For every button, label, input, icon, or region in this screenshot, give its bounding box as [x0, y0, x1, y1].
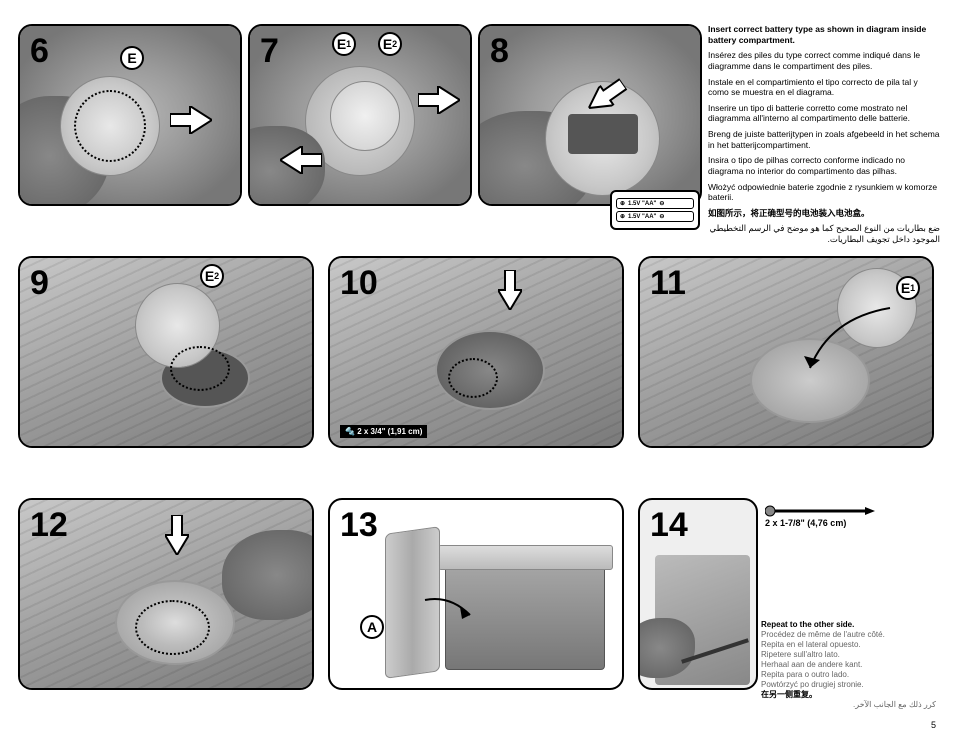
- arrow-left-icon: [280, 146, 322, 174]
- battery-diagram: ⊕1.5V "AA"⊖ ⊕1.5V "AA"⊖: [610, 190, 700, 230]
- dotted-path: [170, 346, 230, 391]
- step-number: 8: [490, 32, 509, 71]
- step-number: 14: [650, 506, 688, 545]
- step-number: 11: [650, 264, 686, 303]
- instr-pl: Włożyć odpowiednie baterie zgodnie z rys…: [708, 182, 940, 203]
- repeat-it: Ripetere sull'altro lato.: [761, 650, 936, 660]
- instr-fr: Insérez des piles du type correct comme …: [708, 50, 940, 71]
- step-number: 7: [260, 32, 279, 71]
- instr-pt: Insira o tipo de pilhas correcto conform…: [708, 155, 940, 176]
- dotted-guide: [135, 600, 210, 655]
- repeat-en: Repeat to the other side.: [761, 620, 936, 630]
- step-number: 12: [30, 506, 68, 545]
- step-11-panel: 11 E1: [638, 256, 934, 448]
- arrow-right-icon: [170, 106, 212, 134]
- repeat-pt: Repita para o outro lado.: [761, 670, 936, 680]
- battery-row-2: ⊕1.5V "AA"⊖: [616, 211, 694, 222]
- step-number: 10: [340, 264, 378, 303]
- repeat-zh: 在另一侧重复。: [761, 690, 936, 700]
- repeat-es: Repita en el lateral opuesto.: [761, 640, 936, 650]
- label-e2: E2: [378, 32, 402, 56]
- label-e: E: [120, 46, 144, 70]
- repeat-instructions: Repeat to the other side. Procédez de mê…: [761, 620, 936, 710]
- label-e2: E2: [200, 264, 224, 288]
- battery-slot: [568, 114, 638, 154]
- attach-arrow-icon: [420, 595, 480, 625]
- kitchen-top: [438, 545, 613, 570]
- step-6-panel: 6 E: [18, 24, 242, 206]
- disc-front: [330, 81, 400, 151]
- label-e1: E1: [332, 32, 356, 56]
- dotted-guide: [74, 90, 146, 162]
- instr-ar: ضع بطاريات من النوع الصحيح كما هو موضح ف…: [708, 223, 940, 244]
- repeat-ar: كرر ذلك مع الجانب الآخر.: [761, 700, 936, 710]
- curve-arrow-icon: [780, 298, 900, 388]
- screw-icon: 🔩: [345, 427, 355, 436]
- label-a: A: [360, 615, 384, 639]
- step-7-panel: 7 E1 E2: [248, 24, 472, 206]
- step-14-screw-info: 2 x 1-7/8" (4,76 cm): [765, 504, 875, 528]
- screw-spec: 🔩 2 x 3/4" (1,91 cm): [340, 425, 427, 438]
- repeat-pl: Powtórzyć po drugiej stronie.: [761, 680, 936, 690]
- instr-zh: 如图所示，将正确型号的电池装入电池盒。: [708, 208, 940, 219]
- page-number: 5: [931, 720, 936, 730]
- instr-en: Insert correct battery type as shown in …: [708, 24, 940, 45]
- dotted-guide: [448, 358, 498, 398]
- step-13-panel: 13 A: [328, 498, 624, 690]
- step-8-panel: 8: [478, 24, 702, 206]
- step-9-panel: 9 E2: [18, 256, 314, 448]
- step-number: 9: [30, 264, 49, 303]
- step-14-panel: 14: [638, 498, 758, 690]
- instructions-block: Insert correct battery type as shown in …: [708, 24, 940, 250]
- battery-row-1: ⊕1.5V "AA"⊖: [616, 198, 694, 209]
- screw-icon: [765, 504, 875, 518]
- label-e1: E1: [896, 276, 920, 300]
- instr-nl: Breng de juiste batterijtypen in zoals a…: [708, 129, 940, 150]
- instr-es: Instale en el compartimiento el tipo cor…: [708, 77, 940, 98]
- repeat-nl: Herhaal aan de andere kant.: [761, 660, 936, 670]
- step-number: 6: [30, 32, 49, 71]
- step-number: 13: [340, 506, 378, 545]
- arrow-right-icon: [418, 86, 460, 114]
- step-12-panel: 12: [18, 498, 314, 690]
- hand-shape: [222, 530, 314, 620]
- repeat-fr: Procédez de même de l'autre côté.: [761, 630, 936, 640]
- arrow-down-icon: [165, 515, 189, 555]
- instr-it: Inserire un tipo di batterie corretto co…: [708, 103, 940, 124]
- step-10-panel: 10 🔩 2 x 3/4" (1,91 cm): [328, 256, 624, 448]
- arrow-down-icon: [498, 270, 522, 310]
